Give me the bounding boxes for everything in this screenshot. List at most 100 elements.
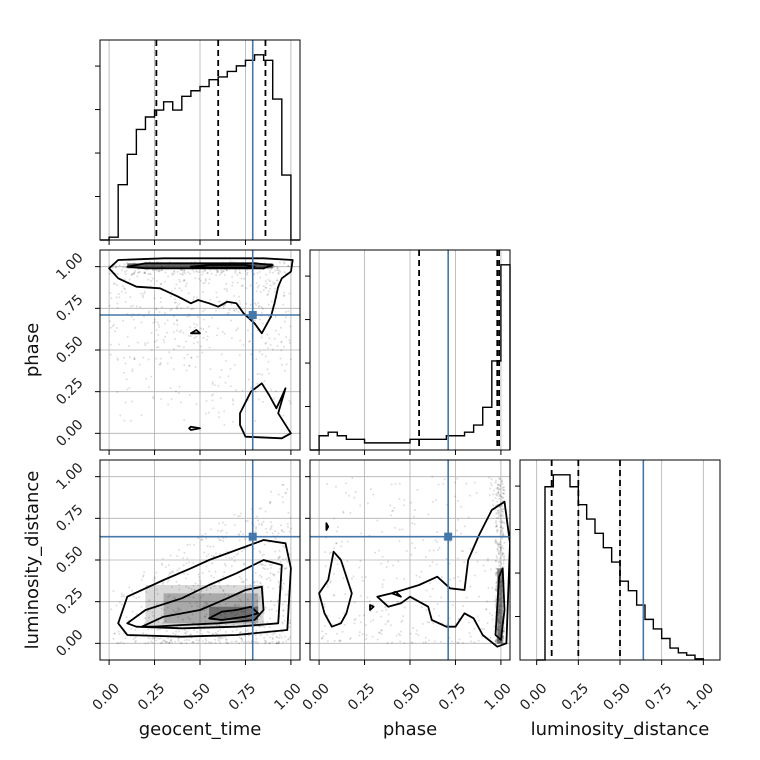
sample-point [155, 328, 158, 331]
sample-point [494, 508, 497, 511]
sample-point [229, 260, 232, 263]
sample-point [120, 595, 123, 598]
sample-point [236, 281, 239, 284]
sample-point [268, 372, 271, 375]
hist-panel-phase [305, 249, 511, 455]
sample-point [329, 580, 332, 583]
sample-point [142, 632, 145, 635]
sample-point [155, 308, 158, 311]
sample-point [145, 591, 148, 594]
sample-point [112, 323, 115, 326]
sample-point [229, 367, 232, 370]
sample-point [192, 295, 195, 298]
sample-point [284, 635, 287, 638]
sample-point [273, 290, 276, 293]
sample-point [143, 571, 146, 574]
sample-point [276, 267, 279, 270]
sample-point [345, 482, 348, 485]
sample-point [180, 289, 183, 292]
sample-point [188, 364, 191, 367]
sample-point [500, 524, 503, 527]
sample-point [274, 631, 277, 634]
sample-point [150, 331, 153, 334]
sample-point [142, 296, 145, 299]
sample-point [185, 562, 188, 565]
sample-point [359, 560, 362, 563]
sample-point [109, 320, 112, 323]
sample-point [269, 579, 272, 582]
sample-point [288, 626, 291, 629]
sample-point [277, 557, 280, 560]
sample-point [222, 307, 225, 310]
x-tick-label: 0.50 [390, 680, 423, 713]
sample-point [183, 364, 186, 367]
sample-point [187, 271, 190, 274]
sample-point [272, 266, 275, 269]
sample-point [282, 303, 285, 306]
sample-point [378, 631, 381, 634]
sample-point [135, 613, 138, 616]
sample-point [228, 556, 231, 559]
sample-point [234, 614, 237, 617]
sample-point [496, 512, 499, 515]
sample-point [427, 639, 430, 642]
sample-point [495, 588, 498, 591]
sample-point [194, 365, 197, 368]
sample-point [198, 277, 201, 280]
sample-point [263, 380, 266, 383]
sample-point [230, 557, 233, 560]
sample-point [141, 575, 144, 578]
sample-point [140, 414, 143, 417]
sample-point [237, 552, 240, 555]
sample-point [268, 577, 271, 580]
truth-marker [444, 532, 453, 541]
y-tick-label: 0.00 [53, 627, 86, 660]
sample-point [178, 287, 181, 290]
sample-point [193, 588, 196, 591]
contour-line [376, 500, 510, 648]
sample-point [205, 537, 208, 540]
sample-point [160, 562, 163, 565]
sample-point [217, 637, 220, 640]
sample-point [144, 617, 147, 620]
sample-point [196, 341, 199, 344]
sample-point [500, 495, 503, 498]
sample-point [256, 286, 259, 289]
sample-point [498, 551, 501, 554]
sample-point [497, 553, 500, 556]
sample-point [130, 315, 133, 318]
sample-point [124, 637, 127, 640]
sample-point [131, 400, 134, 403]
sample-point [152, 579, 155, 582]
sample-point [495, 581, 498, 584]
sample-point [197, 537, 200, 540]
sample-point [281, 587, 284, 590]
sample-point [170, 308, 173, 311]
sample-point [130, 273, 133, 276]
sample-point [289, 402, 292, 405]
sample-point [473, 627, 476, 630]
sample-point [369, 488, 372, 491]
sample-point [495, 574, 498, 577]
sample-point [371, 635, 374, 638]
sample-point [191, 613, 194, 616]
sample-point [495, 525, 498, 528]
y-tick-label: 0.50 [53, 333, 86, 366]
sample-point [245, 630, 248, 633]
sample-point [179, 641, 182, 644]
sample-point [198, 639, 201, 642]
sample-point [233, 560, 236, 563]
sample-point [287, 638, 290, 641]
sample-point [280, 341, 283, 344]
sample-point [498, 564, 501, 567]
sample-point [196, 271, 199, 274]
sample-point [280, 636, 283, 639]
sample-point [195, 323, 198, 326]
sample-point [169, 639, 172, 642]
sample-point [456, 499, 459, 502]
x-tick-label: 0.00 [90, 680, 123, 713]
sample-point [397, 560, 400, 563]
sample-point [502, 552, 505, 555]
sample-point [217, 300, 220, 303]
sample-point [206, 545, 209, 548]
